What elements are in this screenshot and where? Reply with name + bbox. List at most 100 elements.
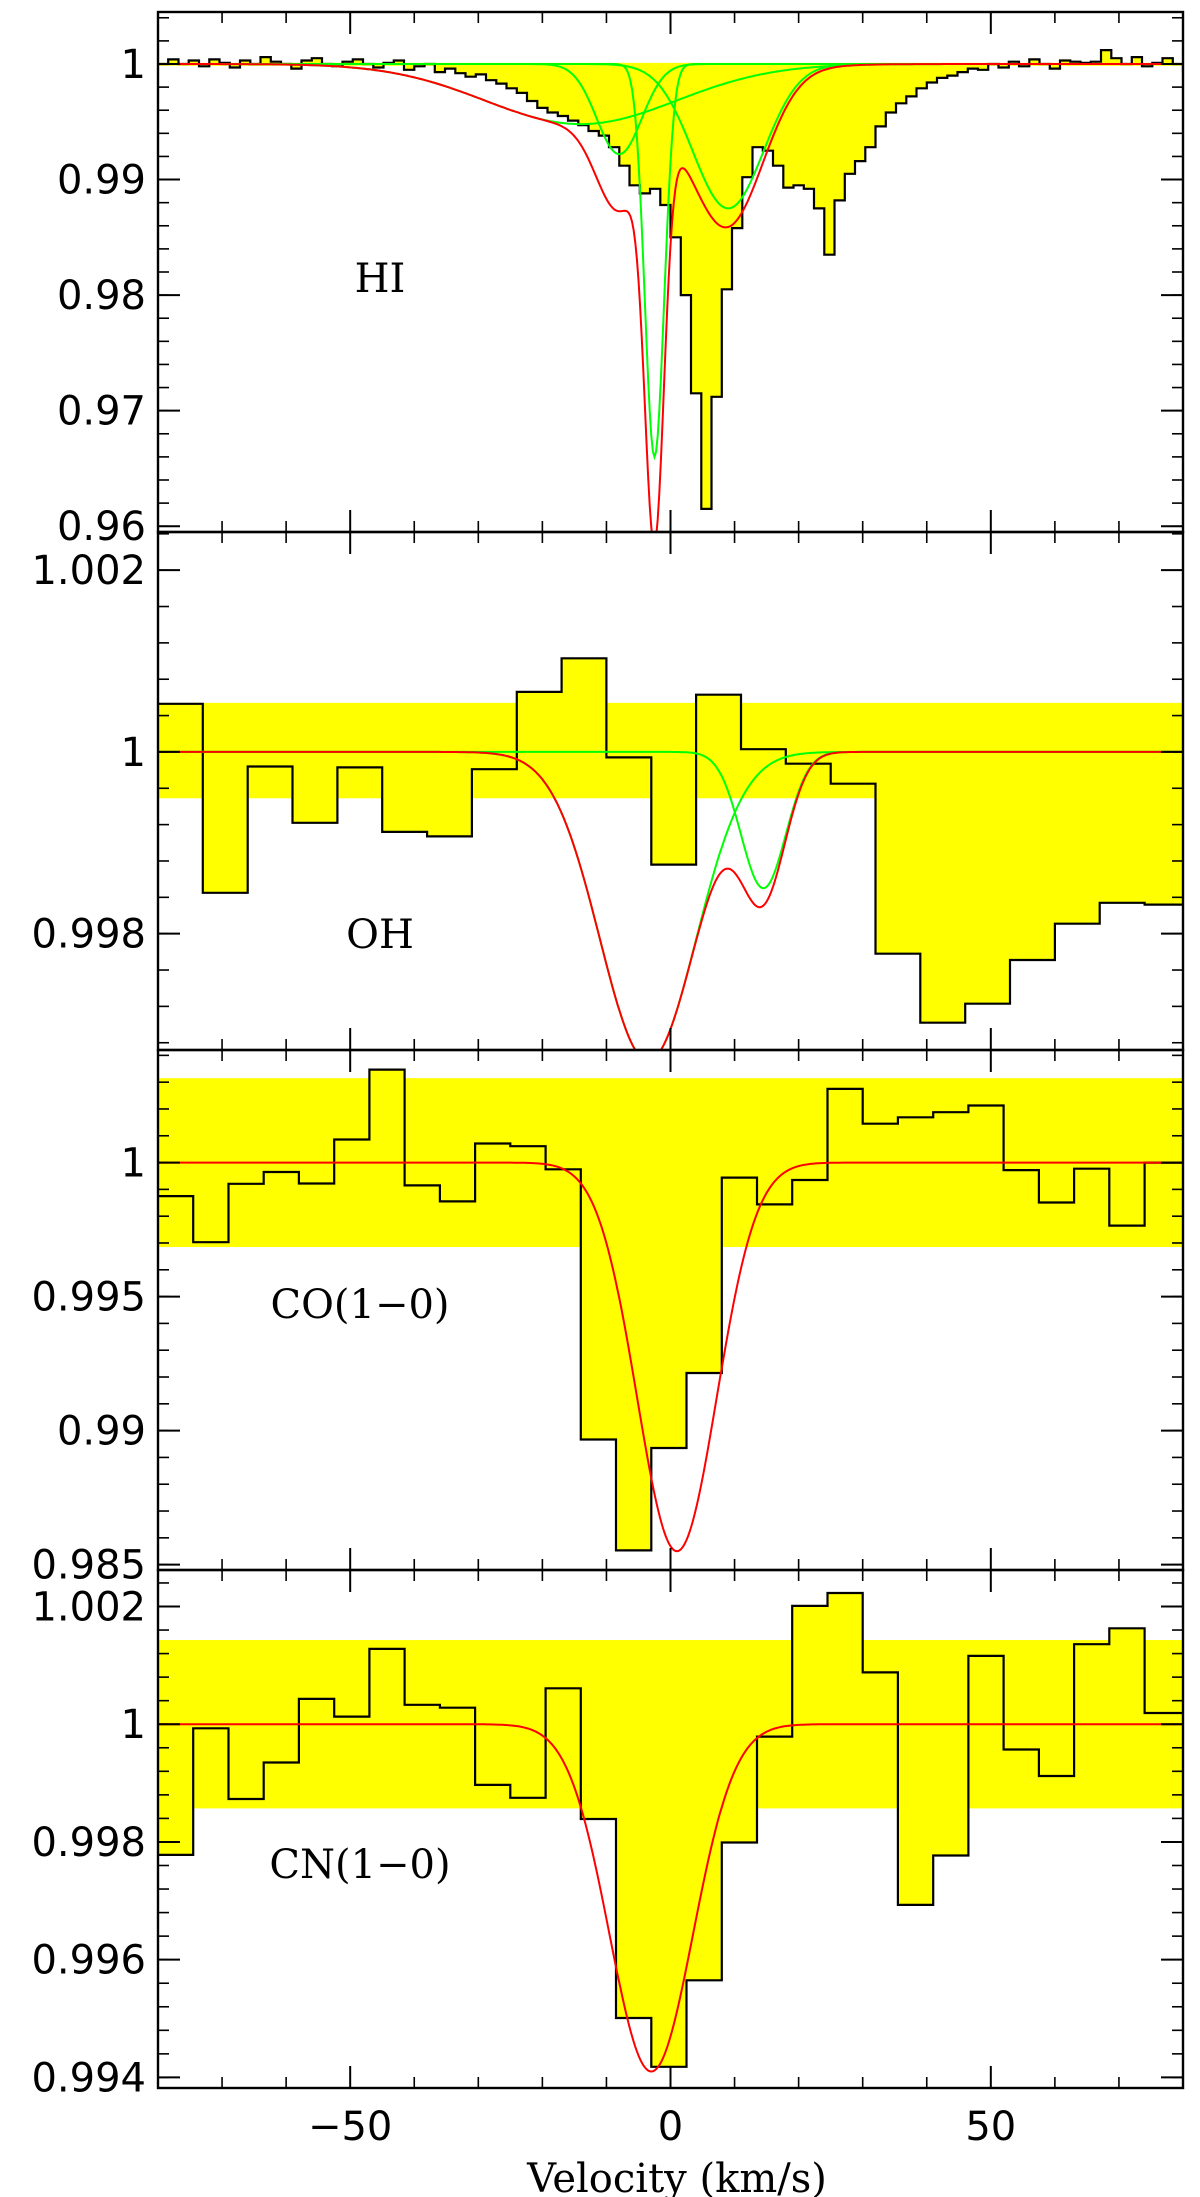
- spectrum-bin-cn: [193, 1724, 230, 1729]
- spectrum-histogram-cn: [158, 1591, 1183, 2068]
- spectrum-bin-hi: [855, 64, 866, 162]
- spectrum-bin-oh: [740, 749, 787, 752]
- spectrum-bin-oh: [1144, 751, 1183, 905]
- spectrum-bin-hi: [998, 64, 1010, 68]
- spectrum-bin-oh: [247, 751, 294, 767]
- spectrum-bin-hi: [393, 60, 405, 64]
- spectrum-bin-co: [721, 1162, 758, 1178]
- spectrum-bin-hi: [578, 64, 590, 126]
- spectrum-bin-hi: [598, 64, 610, 136]
- ytick-label-hi: 0.99: [57, 158, 146, 204]
- spectrum-bin-hi: [168, 59, 180, 64]
- spectrum-bin-hi: [1049, 64, 1061, 69]
- spectrum-bin-cn: [1144, 1713, 1181, 1725]
- spectrum-bin-hi: [834, 64, 846, 201]
- spectrum-bin-hi: [1131, 57, 1143, 64]
- spectrum-bin-hi: [670, 64, 682, 238]
- ytick-label-co: 0.985: [31, 1543, 146, 1589]
- spectrum-bin-hi: [947, 64, 959, 76]
- spectrum-bin-oh: [1189, 636, 1200, 752]
- spectrum-bin-oh: [1010, 751, 1056, 961]
- ytick-label-oh: 0.998: [31, 912, 146, 958]
- spectrum-bin-co: [404, 1162, 441, 1186]
- spectrum-bin-co: [1003, 1162, 1040, 1171]
- spectrum-bin-cn: [545, 1688, 582, 1725]
- species-label-hi: HI: [355, 256, 406, 302]
- spectrum-bin-hi: [691, 64, 702, 394]
- x-axis-title: Velocity (km/s): [526, 2156, 827, 2197]
- ytick-label-hi: 0.98: [57, 273, 146, 319]
- spectrum-bin-oh: [427, 751, 473, 837]
- spectrum-bin-hi: [957, 64, 969, 73]
- spectrum-bin-hi: [639, 64, 651, 194]
- spectrum-bin-oh: [606, 751, 652, 758]
- spectrum-bin-hi: [229, 64, 241, 68]
- spectrum-bin-co: [616, 1162, 652, 1551]
- spectrum-bin-hi: [260, 57, 272, 64]
- spectrum-bin-cn: [1038, 1724, 1075, 1777]
- spectrum-bin-oh: [696, 694, 742, 752]
- spectrum-bin-hi: [875, 64, 887, 127]
- ytick-label-cn: 0.998: [31, 1820, 146, 1866]
- spectrum-bin-hi: [475, 64, 487, 75]
- spectrum-bin-cn: [475, 1724, 511, 1785]
- panel-hi: 0.96 0.97 0.98 0.99 1 HI: [57, 10, 1194, 550]
- spectrum-bin-cn: [439, 1707, 476, 1725]
- spectrum-bin-cn: [1003, 1724, 1040, 1750]
- spectrum-bin-hi: [885, 64, 897, 113]
- spectrum-bin-hi: [568, 64, 579, 121]
- spectrum-histogram-oh: [158, 657, 1183, 1024]
- spectrum-bin-hi: [803, 64, 815, 189]
- spectrum-bin-hi: [721, 64, 733, 290]
- spectrum-bin-co: [439, 1162, 476, 1202]
- spectrum-bin-co: [475, 1143, 511, 1163]
- spectrum-bin-oh: [382, 751, 428, 832]
- spectrum-bin-hi: [926, 64, 938, 83]
- spectrum-bin-hi: [937, 64, 948, 78]
- spectrum-bin-hi: [619, 64, 631, 166]
- spectrum-bin-co: [1038, 1162, 1075, 1203]
- spectrum-bin-co: [369, 1069, 406, 1163]
- spectrum-bin-co: [158, 1162, 194, 1197]
- spectrum-bin-cn: [827, 1592, 864, 1725]
- spectrum-bin-hi: [752, 64, 764, 148]
- spectrum-bin-cn: [298, 1698, 335, 1725]
- spectrum-bin-co: [298, 1162, 335, 1184]
- spectrum-bin-hi: [311, 58, 323, 64]
- spectrum-bin-cn: [1109, 1628, 1146, 1725]
- spectrum-bin-hi: [967, 64, 979, 69]
- spectrum-bin-oh: [292, 751, 338, 823]
- spectrum-bin-cn: [404, 1704, 441, 1725]
- spectrum-bin-hi: [465, 64, 477, 77]
- spectrum-bin-hi: [1111, 58, 1123, 64]
- x-axis: −50 0 50: [308, 2104, 1016, 2150]
- species-label-cn: CN(1−0): [269, 1842, 450, 1888]
- species-label-oh: OH: [346, 912, 414, 958]
- panel-oh: 0.998 1 1.002 OH: [31, 530, 1200, 1052]
- spectrum-bin-oh: [337, 751, 383, 768]
- spectrum-bin-hi: [588, 64, 600, 132]
- spectrum-bin-hi: [762, 64, 774, 151]
- spectrum-bin-hi: [199, 64, 210, 67]
- spectrum-bin-oh: [561, 658, 608, 752]
- spectrum-bin-oh: [875, 751, 921, 954]
- spectrum-bin-hi: [506, 64, 518, 89]
- spectrum-bin-hi: [1183, 64, 1194, 71]
- spectrum-bin-hi: [732, 64, 743, 229]
- spectrum-bin-hi: [1162, 58, 1174, 64]
- spectrum-bin-cn: [897, 1724, 934, 1905]
- spectrum-bin-cn: [1179, 1713, 1183, 1725]
- spectrum-bin-hi: [1101, 50, 1112, 64]
- spectrum-bin-cn: [968, 1655, 1005, 1725]
- spectrum-bin-hi: [793, 64, 805, 186]
- fit-total-cn: [158, 1723, 1183, 2073]
- spectrum-bin-hi: [896, 64, 907, 104]
- spectrum-bin-hi: [783, 64, 795, 188]
- spectrum-bin-hi: [865, 64, 877, 148]
- spectrum-bin-co: [686, 1162, 723, 1373]
- spectrum-bin-co: [545, 1162, 582, 1170]
- spectrum-bin-hi: [434, 64, 446, 73]
- spectrum-bin-cn: [792, 1605, 829, 1725]
- spectrum-bin-hi: [352, 59, 364, 64]
